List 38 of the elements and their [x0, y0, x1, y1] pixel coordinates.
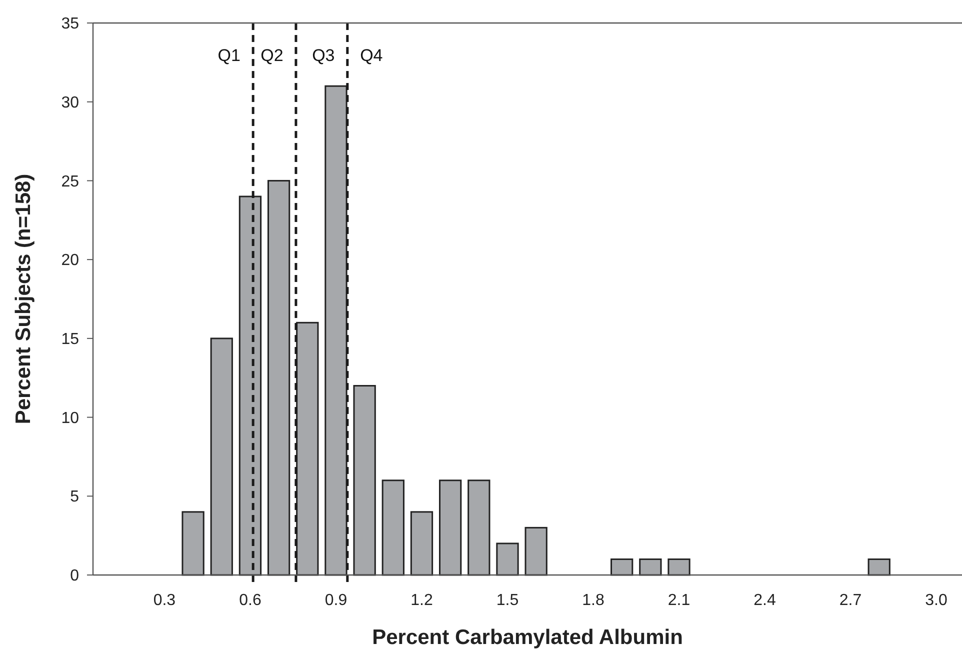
y-tick-label: 5: [70, 488, 80, 506]
annotation: Q1: [218, 46, 240, 65]
bar: [868, 558, 890, 576]
y-tick-label: 15: [61, 331, 80, 348]
bar: [524, 526, 548, 576]
y-tick-label: 25: [61, 173, 80, 190]
bar: [438, 480, 462, 576]
bar: [267, 180, 290, 576]
x-tick-label: 2.7: [839, 592, 862, 609]
annotation: Q4: [360, 46, 383, 65]
bar: [496, 542, 519, 576]
x-tick-label: 0.6: [239, 592, 262, 609]
x-tick-label: 2.1: [668, 592, 690, 609]
x-tick-label: 1.8: [582, 592, 604, 609]
y-tick-label: 10: [61, 410, 80, 427]
x-tick-label: 1.2: [410, 592, 433, 609]
bar: [410, 511, 434, 576]
x-tick-label: 0.3: [153, 592, 176, 609]
y-tick-label: 20: [61, 252, 80, 270]
bar: [382, 480, 404, 576]
bar: [639, 558, 662, 576]
x-axis-title: Percent Carbamylated Albumin: [372, 626, 683, 649]
annotation: Q3: [312, 46, 335, 65]
y-tick-label: 0: [70, 568, 80, 585]
annotation: Q2: [260, 46, 284, 65]
x-tick-label: 0.9: [324, 592, 348, 609]
y-tick-label: 35: [61, 16, 80, 33]
bar: [353, 384, 376, 576]
bar: [610, 558, 634, 576]
x-tick-label: 3.0: [925, 592, 948, 609]
bar: [668, 558, 690, 576]
x-tick-label: 2.4: [754, 592, 776, 609]
bar: [210, 338, 233, 576]
y-tick-label: 30: [61, 94, 80, 112]
x-tick-label: 1.5: [496, 592, 519, 609]
bar: [468, 480, 490, 576]
bar: [182, 511, 204, 576]
y-axis-title: Percent Subjects (n=158): [12, 174, 35, 424]
